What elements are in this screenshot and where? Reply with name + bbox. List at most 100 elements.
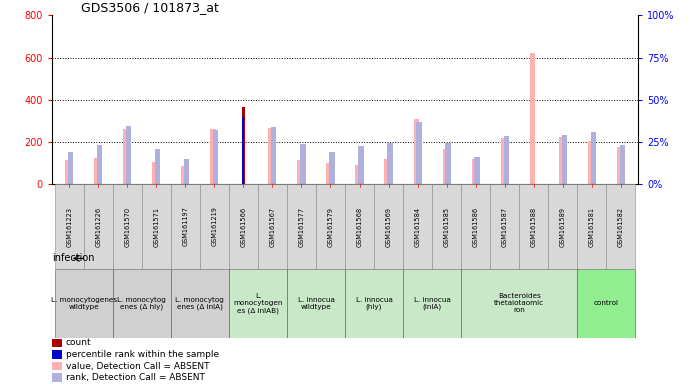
Bar [475, 157, 480, 184]
Bar [242, 117, 244, 184]
Bar [141, 184, 171, 269]
Bar [358, 146, 364, 184]
Text: GSM161586: GSM161586 [473, 207, 479, 247]
Bar [559, 137, 564, 184]
Bar [83, 184, 112, 269]
Bar [617, 147, 622, 184]
Bar [65, 160, 70, 184]
Text: L. innocua
(hly): L. innocua (hly) [355, 296, 393, 310]
Bar [258, 184, 287, 269]
Text: GSM161577: GSM161577 [299, 207, 304, 247]
Bar [287, 184, 316, 269]
Text: infection: infection [52, 253, 95, 263]
Text: GSM161568: GSM161568 [357, 207, 362, 247]
Bar [413, 119, 419, 184]
Bar [242, 107, 245, 184]
Bar [213, 131, 219, 184]
Text: value, Detection Call = ABSENT: value, Detection Call = ABSENT [66, 361, 209, 371]
Bar [171, 269, 229, 338]
Bar [501, 138, 506, 184]
Bar [446, 143, 451, 184]
Bar [562, 135, 566, 184]
Bar [112, 184, 141, 269]
Text: GSM161197: GSM161197 [182, 207, 188, 247]
Text: percentile rank within the sample: percentile rank within the sample [66, 350, 219, 359]
Text: GSM161571: GSM161571 [153, 207, 159, 247]
Bar [490, 184, 519, 269]
Text: GSM161570: GSM161570 [124, 207, 130, 247]
Bar [55, 184, 83, 269]
Text: Bacteroides
thetaiotaomic
ron: Bacteroides thetaiotaomic ron [494, 293, 544, 313]
Text: GSM161219: GSM161219 [211, 207, 217, 247]
Bar [316, 184, 345, 269]
Text: rank, Detection Call = ABSENT: rank, Detection Call = ABSENT [66, 373, 205, 382]
Bar [374, 184, 403, 269]
Bar [549, 184, 578, 269]
Bar [184, 159, 189, 184]
Bar [55, 269, 112, 338]
Bar [52, 339, 62, 347]
Text: GSM161584: GSM161584 [415, 207, 421, 247]
Text: GSM161223: GSM161223 [66, 207, 72, 247]
Bar [403, 269, 461, 338]
Bar [52, 362, 62, 370]
Text: GSM161585: GSM161585 [444, 207, 450, 247]
Text: L. monocytog
enes (Δ inlA): L. monocytog enes (Δ inlA) [175, 296, 224, 310]
Text: L. monocytog
enes (Δ hly): L. monocytog enes (Δ hly) [117, 296, 166, 310]
Bar [530, 53, 535, 184]
Bar [52, 373, 62, 382]
Text: L. monocytogenes
wildtype: L. monocytogenes wildtype [50, 297, 117, 310]
Bar [124, 129, 128, 184]
Text: GDS3506 / 101873_at: GDS3506 / 101873_at [81, 1, 219, 14]
Bar [345, 269, 403, 338]
Bar [504, 136, 509, 184]
Bar [287, 269, 345, 338]
Text: GSM161567: GSM161567 [269, 207, 275, 247]
Bar [471, 159, 477, 184]
Bar [155, 149, 160, 184]
Bar [355, 165, 361, 184]
Bar [229, 184, 258, 269]
Bar [519, 184, 549, 269]
Text: L. innocua
wildtype: L. innocua wildtype [297, 297, 335, 310]
Bar [591, 131, 596, 184]
Text: GSM161569: GSM161569 [386, 207, 391, 247]
Bar [345, 184, 374, 269]
Bar [403, 184, 432, 269]
Bar [461, 184, 490, 269]
Text: L. innocua
(inlA): L. innocua (inlA) [414, 296, 451, 310]
Bar [432, 184, 461, 269]
Text: GSM161582: GSM161582 [618, 207, 624, 247]
Text: GSM161566: GSM161566 [240, 207, 246, 247]
Bar [578, 269, 635, 338]
Bar [171, 184, 200, 269]
Bar [387, 143, 393, 184]
Bar [68, 152, 73, 184]
Bar [210, 129, 215, 184]
Bar [271, 127, 277, 184]
Bar [442, 149, 448, 184]
Text: count: count [66, 338, 92, 348]
Bar [607, 184, 635, 269]
Text: GSM161226: GSM161226 [95, 207, 101, 247]
Bar [329, 152, 335, 184]
Bar [300, 144, 306, 184]
Text: L.
monocytogen
es (Δ inlAB): L. monocytogen es (Δ inlAB) [233, 293, 283, 314]
Text: GSM161581: GSM161581 [589, 207, 595, 247]
Bar [326, 163, 332, 184]
Bar [297, 160, 303, 184]
Text: GSM161587: GSM161587 [502, 207, 508, 247]
Bar [112, 269, 171, 338]
Bar [578, 184, 607, 269]
Bar [200, 184, 229, 269]
Bar [126, 126, 131, 184]
Bar [384, 159, 390, 184]
Text: GSM161588: GSM161588 [531, 207, 537, 247]
Bar [97, 145, 102, 184]
Bar [229, 269, 287, 338]
Bar [588, 141, 593, 184]
Bar [52, 350, 62, 359]
Bar [461, 269, 578, 338]
Bar [94, 158, 99, 184]
Text: GSM161589: GSM161589 [560, 207, 566, 247]
